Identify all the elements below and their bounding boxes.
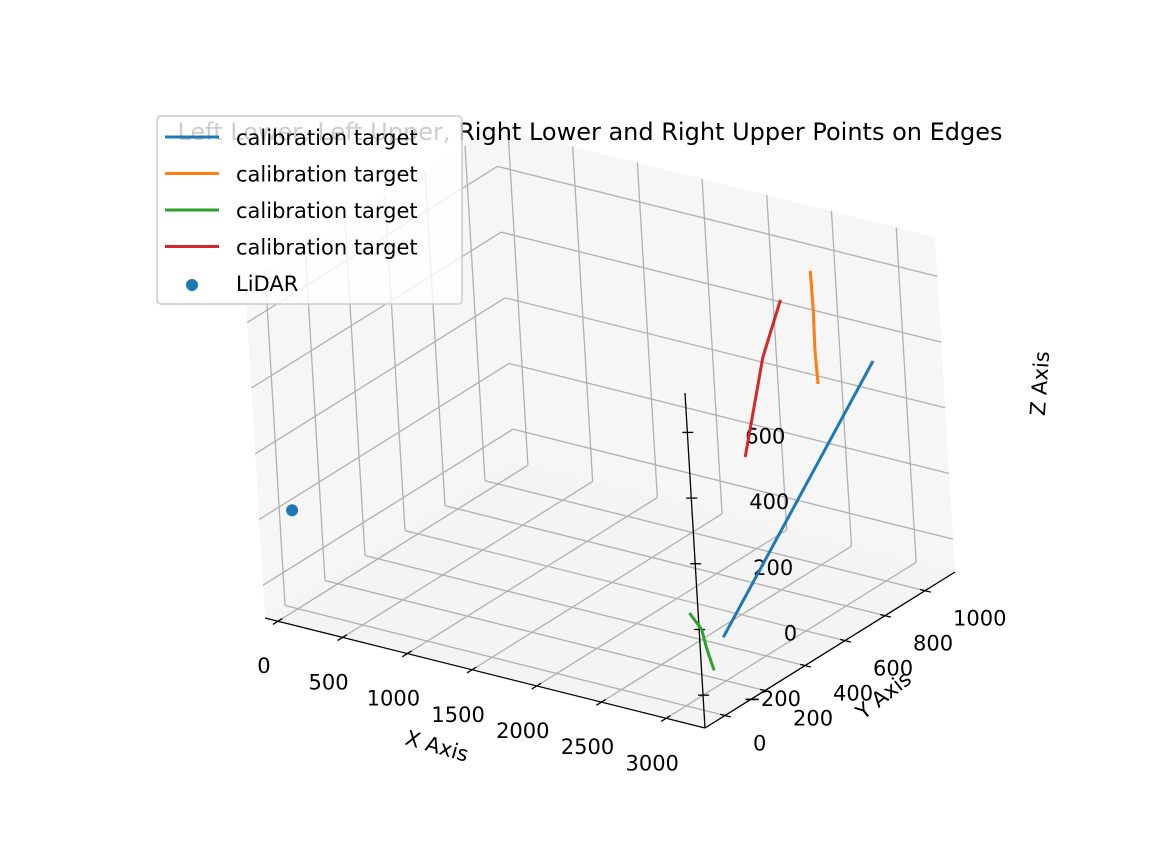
y-tick-label: 400	[833, 682, 873, 706]
y-gridline	[464, 145, 486, 481]
x-tick-label: 3000	[625, 751, 678, 775]
x-tick-label: 1000	[367, 687, 420, 711]
x-axis-label: X Axis	[403, 726, 472, 767]
legend-box	[156, 115, 463, 305]
y-gridline	[284, 604, 726, 717]
axis-lines	[264, 392, 956, 729]
y-axis-line	[704, 571, 956, 729]
y-gridline	[484, 480, 926, 592]
z-gridline	[497, 165, 938, 278]
x-gridline	[407, 497, 658, 655]
x-tick	[466, 666, 477, 674]
x-tick	[660, 715, 671, 723]
y-tick	[799, 663, 811, 668]
legend-marker	[186, 279, 198, 291]
z-gridline	[505, 297, 946, 409]
y-gridline	[364, 554, 806, 667]
calibration-target-line	[808, 270, 820, 385]
y-tick-label: 800	[913, 632, 953, 656]
z-gridline	[254, 297, 506, 455]
calibration-target-line	[743, 299, 782, 458]
y-tick-label: 200	[793, 707, 833, 731]
x-gridline	[601, 545, 852, 703]
z-tick-label: 400	[749, 490, 789, 514]
x-tick	[531, 682, 542, 690]
legend-label: calibration target	[236, 199, 418, 223]
y-gridline	[404, 530, 846, 642]
x-gridline	[830, 211, 853, 547]
y-tick	[719, 713, 731, 718]
back-pane	[495, 127, 955, 572]
z-tick-label: 200	[753, 556, 793, 580]
x-tick	[596, 698, 607, 706]
x-tick-label: 2000	[496, 719, 549, 743]
y-tick	[839, 638, 851, 643]
x-axis-line	[264, 617, 706, 729]
data-series	[286, 270, 875, 671]
floor-pane	[265, 462, 955, 728]
lidar-point	[286, 504, 299, 517]
legend: calibration target calibration target cali…	[156, 115, 463, 305]
y-tick-label: 1000	[953, 607, 1006, 631]
x-tick	[272, 618, 283, 625]
z-gridline	[508, 362, 950, 475]
legend-label: calibration target	[236, 126, 418, 150]
x-gridline	[507, 130, 529, 466]
calibration-target-line	[721, 360, 875, 639]
z-axis-label: Z Axis	[1026, 350, 1054, 416]
z-gridline	[512, 428, 954, 540]
x-tick	[401, 650, 412, 658]
z-gridline	[262, 428, 514, 586]
y-gridline	[264, 270, 286, 606]
x-gridline	[766, 194, 788, 530]
y-tick	[759, 688, 771, 693]
x-tick-label: 500	[309, 670, 349, 694]
legend-label: LiDAR	[236, 272, 298, 296]
x-gridline	[342, 480, 593, 638]
x-tick-label: 0	[257, 654, 270, 678]
x-gridline	[895, 227, 917, 563]
x-tick-label: 2500	[561, 735, 614, 759]
x-tick-label: 1500	[431, 703, 484, 727]
legend-label: calibration target	[236, 163, 418, 187]
z-tick-label: 0	[784, 622, 797, 646]
x-gridline	[571, 146, 594, 482]
z-gridline	[258, 362, 510, 521]
y-tick-label: 600	[873, 657, 913, 681]
z-gridline	[501, 231, 942, 343]
x-tick	[337, 634, 348, 642]
x-gridline	[636, 162, 659, 498]
y-tick	[879, 613, 891, 618]
y-tick	[919, 588, 931, 593]
z-tick-label: 600	[745, 424, 785, 448]
x-gridline	[277, 464, 529, 622]
x-gridline	[471, 513, 723, 671]
ticks: 0500100015002000250030000200400600800100…	[257, 424, 1006, 775]
y-gridline	[444, 505, 886, 617]
x-gridline	[701, 178, 723, 514]
y-gridline	[324, 579, 766, 692]
y-tick-label: 0	[753, 732, 766, 756]
z-axis-line	[684, 392, 706, 729]
x-gridline	[665, 561, 917, 719]
calibration-target-line	[688, 612, 716, 671]
z-tick-label: −200	[743, 687, 801, 711]
legend-label: calibration target	[236, 236, 418, 260]
x-gridline	[536, 529, 788, 687]
